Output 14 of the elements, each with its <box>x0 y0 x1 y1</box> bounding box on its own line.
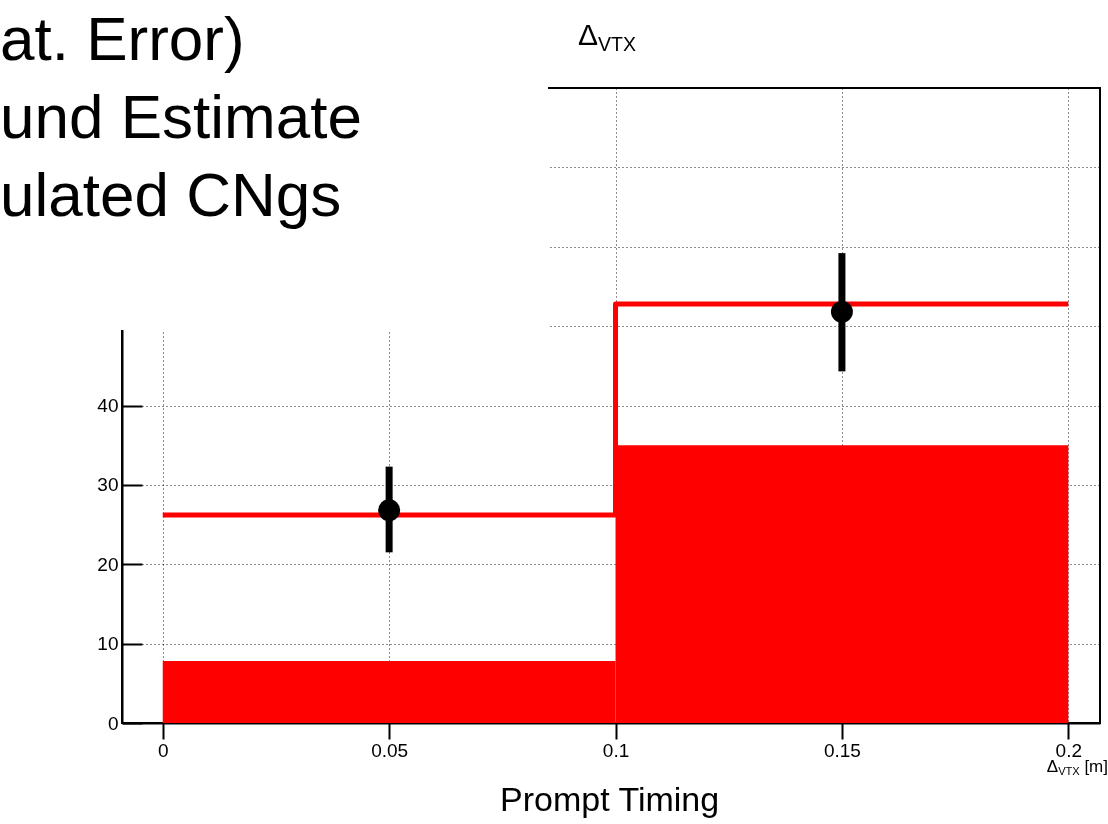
y-tick-label: 20 <box>97 553 119 575</box>
annotation: und Estimate <box>0 81 363 153</box>
x-tick-label: 0 <box>157 739 169 761</box>
chart-title: Δ$_{VTX}$ <box>578 18 636 56</box>
text: Prompt Timing <box>500 780 720 819</box>
y-tick-label: 40 <box>97 395 119 416</box>
x-tick-label: 0.15 <box>823 739 861 761</box>
x-tick-label: 0.1 <box>602 739 630 761</box>
y-tick-label: 0 <box>107 712 119 734</box>
text: at. Error) <box>0 3 246 75</box>
y-tick-label: 10 <box>97 633 119 655</box>
x-tick-label: 0.05 <box>371 739 409 761</box>
y-tick-label: 30 <box>97 474 119 496</box>
annotation: ulated CNgs <box>0 159 343 231</box>
